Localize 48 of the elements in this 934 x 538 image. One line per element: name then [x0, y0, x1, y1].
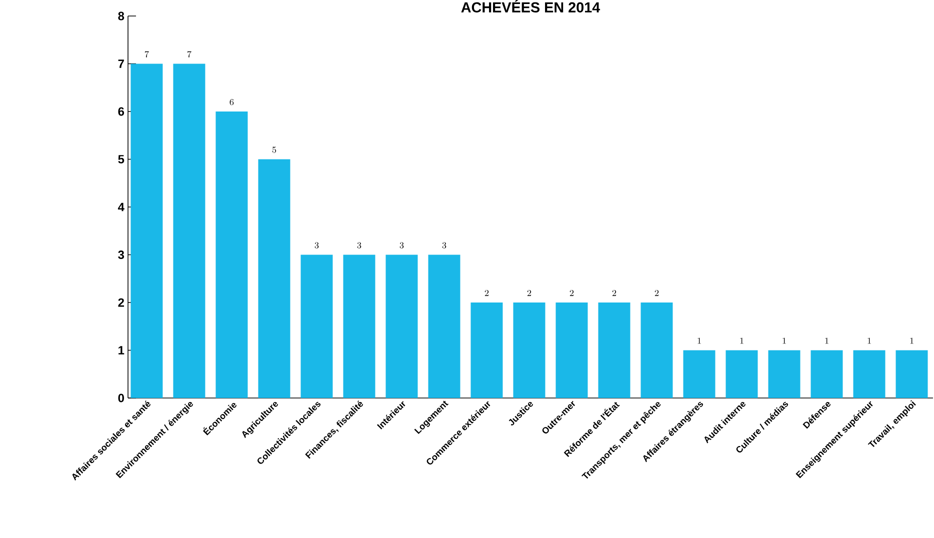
- data-label: 3: [357, 242, 362, 248]
- bar: [386, 254, 418, 398]
- y-tick-label: 1: [118, 346, 124, 354]
- bar: [513, 302, 546, 398]
- data-label: 2: [654, 290, 659, 296]
- chart-title: ACHEVÉES EN 2014: [461, 0, 600, 12]
- bar: [258, 159, 290, 398]
- data-label: 2: [527, 290, 532, 296]
- data-label: 3: [442, 242, 446, 248]
- data-label: 1: [740, 338, 744, 344]
- data-label: 1: [698, 338, 701, 344]
- bar: [343, 254, 376, 398]
- bar: [598, 302, 630, 398]
- bar: [853, 350, 886, 398]
- bar: [726, 350, 758, 398]
- y-tick-label: 4: [118, 202, 124, 212]
- y-tick-label: 7: [118, 60, 124, 68]
- bar: [216, 112, 248, 398]
- y-tick-label: 8: [118, 12, 124, 20]
- data-label: 2: [484, 290, 489, 296]
- y-tick-label: 3: [118, 250, 124, 260]
- bar: [683, 350, 716, 398]
- bar: [640, 302, 673, 398]
- y-tick-label: 2: [118, 298, 124, 307]
- y-tick-label: 6: [118, 107, 124, 116]
- bar: [130, 64, 163, 398]
- bar: [556, 302, 588, 398]
- data-label: 1: [782, 338, 786, 344]
- y-tick-label: 0: [118, 394, 124, 402]
- bar: [810, 350, 843, 398]
- data-label: 1: [910, 338, 914, 344]
- data-label: 1: [825, 338, 828, 344]
- data-label: 7: [187, 51, 192, 58]
- data-label: 7: [144, 51, 149, 58]
- data-label: 3: [314, 242, 319, 248]
- data-label: 2: [570, 290, 574, 296]
- y-tick-label: 5: [118, 155, 124, 164]
- bar: [768, 350, 800, 398]
- bar: [470, 302, 503, 398]
- bar: [173, 64, 206, 398]
- data-label: 1: [868, 338, 871, 344]
- data-label: 3: [400, 242, 404, 248]
- data-label: 5: [272, 146, 276, 153]
- bar: [896, 350, 928, 398]
- bar: [300, 254, 333, 398]
- data-label: 2: [612, 290, 616, 296]
- bar: [428, 254, 460, 398]
- data-label: 6: [230, 98, 234, 106]
